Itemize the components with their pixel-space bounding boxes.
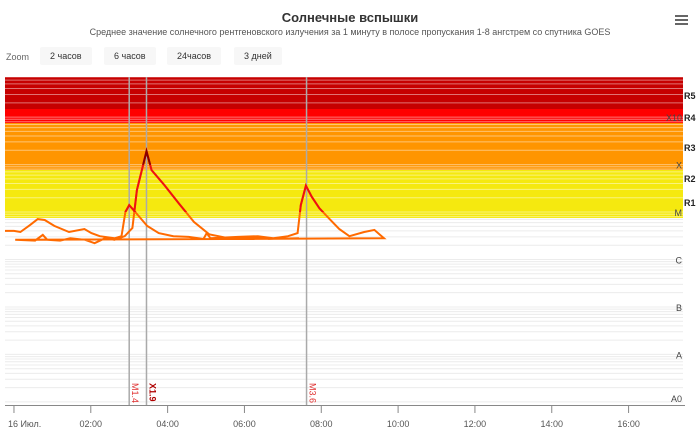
x-tick-label: 06:00: [233, 419, 256, 429]
radio-blackout-label: R3: [684, 143, 696, 153]
radio-blackout-label: R4: [684, 113, 696, 123]
y-class-label: X10: [666, 113, 682, 123]
x-tick-label: 08:00: [310, 419, 333, 429]
x-tick-label: 04:00: [156, 419, 179, 429]
y-class-label: A0: [671, 394, 682, 404]
y-class-label: C: [676, 256, 683, 266]
x-tick-label: 10:00: [387, 419, 410, 429]
x-tick-label: 12:00: [464, 419, 487, 429]
y-class-label: M: [675, 208, 683, 218]
zoom-label: Zoom: [6, 52, 30, 62]
x-tick-label: 02:00: [80, 419, 103, 429]
radio-blackout-label: R2: [684, 174, 696, 184]
hamburger-icon[interactable]: [675, 15, 688, 27]
flux-line-above-m: [124, 147, 325, 213]
zoom-3d-button[interactable]: 3 дней: [234, 47, 282, 65]
zoom-2h-button[interactable]: 2 часов: [40, 47, 92, 65]
y-class-label: X: [676, 161, 682, 171]
flare-label: X1.9: [147, 383, 157, 402]
chart-subtitle: Среднее значение солнечного рентгеновско…: [89, 27, 611, 37]
y-class-label: B: [676, 303, 682, 313]
radio-blackout-label: R1: [684, 198, 696, 208]
zone-yellow: [5, 170, 683, 218]
flare-label: M1.4: [130, 383, 140, 403]
y-class-label: A: [676, 350, 682, 360]
flare-label: M3.6: [308, 383, 318, 403]
x-tick-label: 16:00: [617, 419, 640, 429]
x-tick-label: 14:00: [540, 419, 563, 429]
zone-red: [5, 109, 683, 123]
chart-title: Солнечные вспышки: [281, 10, 419, 25]
zone-orange: [5, 123, 683, 170]
zone-dark-red: [5, 77, 683, 109]
radio-blackout-label: R5: [684, 91, 696, 101]
x-tick-label: 16 Июл.: [8, 419, 41, 429]
zoom-24h-button[interactable]: 24часов: [167, 47, 222, 65]
zoom-6h-button[interactable]: 6 часов: [104, 47, 156, 65]
